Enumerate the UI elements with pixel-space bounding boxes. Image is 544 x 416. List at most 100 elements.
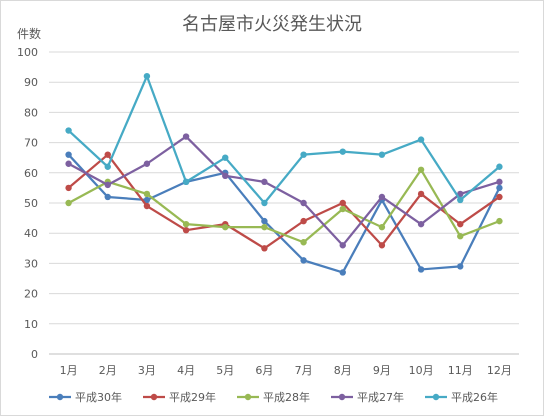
legend-label: 平成26年	[451, 390, 498, 404]
data-point	[104, 151, 111, 158]
legend-marker	[432, 393, 440, 401]
data-point	[300, 199, 307, 207]
data-point	[457, 196, 464, 204]
y-tick-label: 90	[24, 76, 38, 89]
data-point	[261, 199, 268, 207]
data-point	[65, 127, 72, 134]
series-line	[67, 168, 501, 244]
data-point	[496, 184, 503, 192]
data-point	[457, 263, 464, 270]
series-group	[65, 166, 503, 246]
legend-item: 平成27年	[331, 390, 404, 404]
x-tick-label: 6月	[255, 364, 273, 377]
x-tick-label: 12月	[487, 364, 512, 377]
chart-title: 名古屋市火災発生状況	[182, 14, 362, 35]
data-point	[378, 193, 386, 201]
series-group	[65, 151, 503, 252]
series-line	[67, 153, 501, 274]
data-point	[143, 72, 151, 80]
y-axis-label: 件数	[17, 26, 41, 41]
x-tick-label: 2月	[99, 364, 117, 377]
data-point	[417, 266, 425, 273]
legend-label: 平成28年	[263, 390, 310, 404]
data-point	[496, 178, 503, 186]
data-point	[339, 199, 346, 207]
series-line	[67, 75, 501, 205]
data-point	[222, 172, 229, 180]
legend-marker	[244, 393, 252, 401]
data-point	[182, 226, 190, 234]
data-point	[457, 220, 464, 228]
data-point	[339, 205, 346, 213]
y-tick-label: 10	[24, 318, 38, 331]
data-point	[182, 133, 190, 140]
y-tick-label: 50	[24, 197, 38, 210]
y-tick-label: 80	[24, 106, 38, 119]
data-point	[143, 202, 151, 210]
data-point	[65, 184, 72, 192]
data-point	[261, 223, 268, 231]
x-tick-label: 3月	[138, 364, 156, 377]
legend: 平成30年 平成29年 平成28年 平成27年 平成26年	[49, 390, 498, 404]
series-group	[65, 72, 503, 207]
legend-item: 平成26年	[425, 390, 498, 404]
data-point	[378, 223, 386, 231]
data-point	[457, 233, 464, 240]
y-tick-label: 100	[17, 46, 38, 59]
series-line	[67, 135, 501, 247]
data-point	[104, 181, 111, 189]
legend-marker	[150, 393, 158, 401]
data-point	[300, 217, 307, 225]
data-point	[417, 136, 425, 143]
data-point	[65, 151, 72, 158]
x-tick-label: 11月	[448, 364, 473, 377]
data-point	[417, 220, 425, 228]
data-point	[261, 178, 268, 186]
x-tick-label: 4月	[177, 364, 195, 377]
x-tick-label: 10月	[409, 364, 434, 377]
y-tick-label: 20	[24, 288, 38, 301]
data-point	[143, 190, 151, 198]
x-axis-ticks: 1月 2月 3月 4月 5月 6月 7月 8月 9月 10月 11月 12月	[60, 364, 512, 377]
legend-label: 平成30年	[75, 390, 122, 404]
legend-item: 平成29年	[143, 390, 216, 404]
legend-label: 平成29年	[169, 390, 216, 404]
data-point	[104, 193, 111, 201]
data-point	[300, 151, 307, 158]
y-tick-label: 70	[24, 137, 38, 150]
legend-label: 平成27年	[357, 390, 404, 404]
data-point	[496, 217, 503, 225]
y-tick-label: 30	[24, 257, 38, 270]
legend-marker	[338, 393, 346, 401]
data-point	[261, 245, 268, 252]
data-point	[65, 160, 72, 167]
y-tick-label: 40	[24, 227, 38, 240]
x-tick-label: 8月	[334, 364, 352, 377]
data-point	[496, 193, 503, 201]
y-tick-label: 0	[31, 348, 38, 361]
data-point	[65, 199, 72, 207]
x-tick-label: 7月	[295, 364, 313, 377]
data-point	[378, 242, 386, 249]
data-point	[339, 269, 346, 276]
legend-marker	[56, 393, 64, 401]
data-point	[496, 163, 503, 170]
y-axis-ticks: 0 10 20 30 40 50 60 70 80 90 100	[17, 46, 38, 361]
data-point	[261, 217, 268, 225]
data-point	[143, 160, 151, 167]
data-point	[300, 239, 307, 246]
x-tick-label: 1月	[60, 364, 78, 377]
series-lines	[65, 72, 503, 276]
legend-item: 平成28年	[237, 390, 310, 404]
series-group	[65, 151, 503, 276]
data-point	[182, 178, 190, 186]
data-point	[300, 257, 307, 264]
x-tick-label: 5月	[216, 364, 234, 377]
legend-item: 平成30年	[49, 390, 122, 404]
data-point	[339, 148, 346, 155]
y-tick-label: 60	[24, 167, 38, 180]
data-point	[222, 154, 229, 161]
data-point	[417, 190, 425, 198]
